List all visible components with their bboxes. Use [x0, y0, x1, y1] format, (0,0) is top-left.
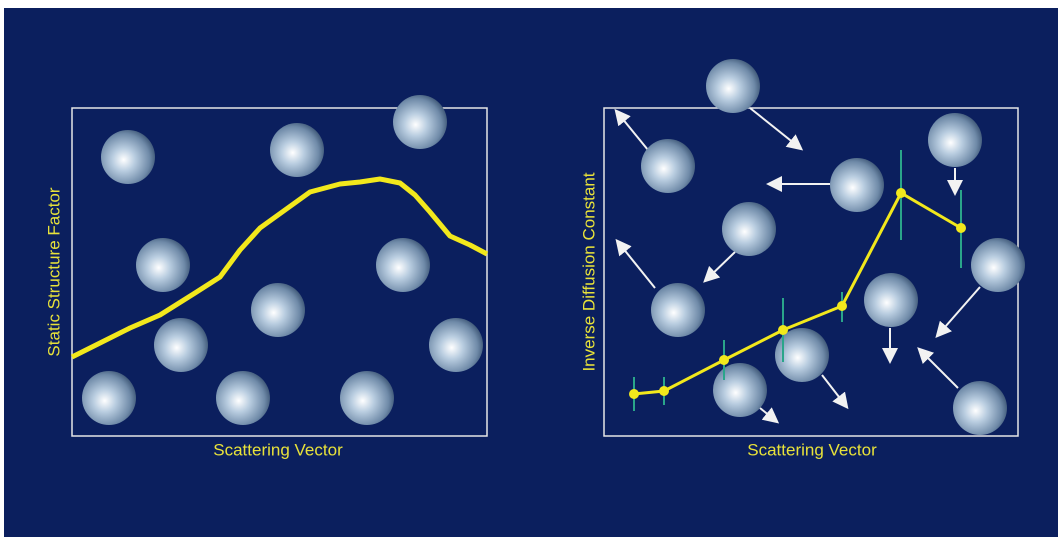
particles — [641, 59, 1025, 435]
right-panel: Inverse Diffusion Constant Scattering Ve… — [579, 59, 1025, 459]
particles — [82, 95, 483, 425]
left-panel: Static Structure Factor Scattering Vecto… — [44, 95, 489, 459]
y-axis-label: Static Structure Factor — [44, 187, 63, 356]
x-axis-label: Scattering Vector — [213, 440, 343, 459]
x-axis-label: Scattering Vector — [747, 440, 877, 459]
frame — [71, 107, 488, 437]
y-axis-label: Inverse Diffusion Constant — [579, 172, 598, 371]
structure-curve — [70, 176, 489, 360]
diffusion-points — [629, 188, 966, 399]
motion-arrows — [614, 107, 981, 424]
